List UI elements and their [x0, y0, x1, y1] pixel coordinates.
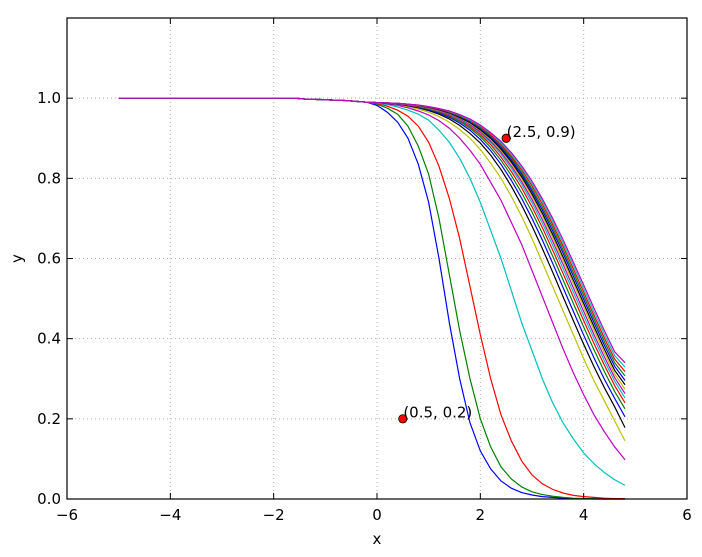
- x-tick-label: 2: [476, 506, 486, 524]
- x-tick-label: 4: [579, 506, 589, 524]
- axis-ticks: [66, 18, 688, 500]
- point-annotation-1: (0.5, 0.2): [403, 403, 472, 421]
- y-tick-label: 0.6: [37, 250, 61, 268]
- y-tick-label: 0.8: [37, 169, 61, 187]
- annotated-points: (0.5, 0.2) (2.5, 0.9): [398, 123, 576, 424]
- point-marker-1: [398, 414, 408, 424]
- x-axis-label: x: [373, 530, 382, 548]
- point-annotation-2: (2.5, 0.9): [507, 123, 576, 141]
- x-tick-label: −4: [159, 506, 181, 524]
- x-tick-label: 6: [682, 506, 692, 524]
- series-lines: [118, 97, 626, 500]
- point-marker-2: [501, 133, 511, 143]
- series-line-19: [118, 97, 626, 364]
- y-axis-label: y: [8, 254, 26, 263]
- y-tick-label: 0.0: [37, 490, 61, 508]
- y-tick-label: 0.2: [37, 410, 61, 428]
- y-tick-labels: 0.0 0.2 0.4 0.6 0.8 1.0: [37, 89, 61, 508]
- x-tick-label: −2: [263, 506, 285, 524]
- x-tick-labels: −6 −4 −2 0 2 4 6: [56, 506, 692, 524]
- x-tick-label: −6: [56, 506, 78, 524]
- y-tick-label: 0.4: [37, 330, 61, 348]
- y-tick-label: 1.0: [37, 89, 61, 107]
- x-tick-label: 0: [372, 506, 382, 524]
